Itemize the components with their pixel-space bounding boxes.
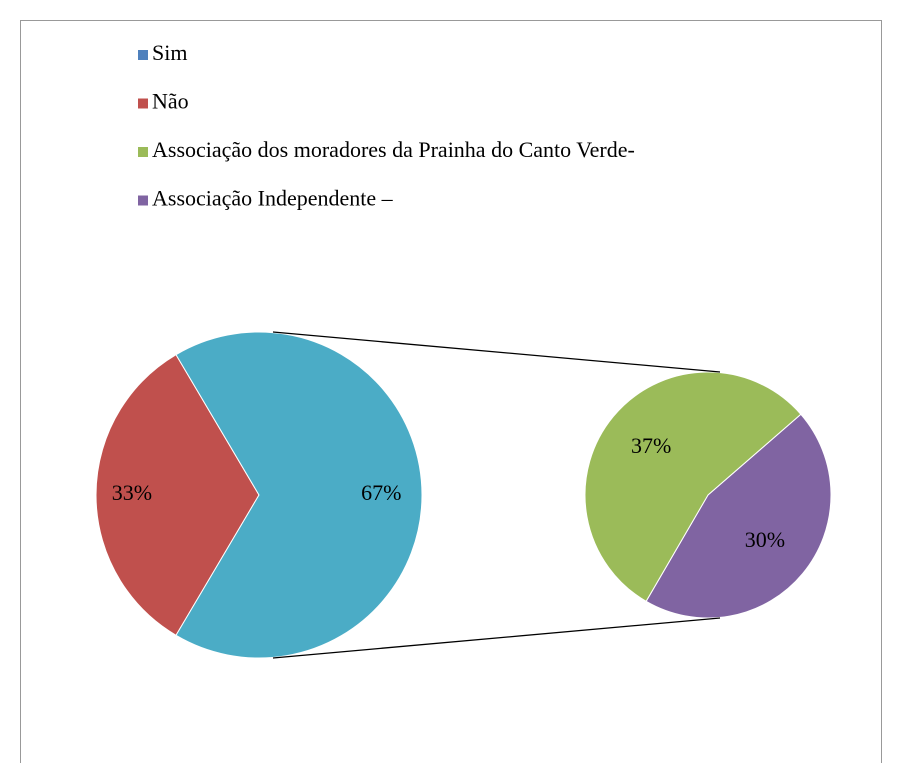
pie-slice xyxy=(95,354,260,636)
legend-label: Sim xyxy=(152,40,187,65)
legend-label: Associação Independente – xyxy=(152,186,394,211)
legend-swatch xyxy=(138,195,148,206)
legend-swatch xyxy=(138,98,148,109)
pie-slice xyxy=(584,371,802,602)
legend-label: Associação dos moradores da Prainha do C… xyxy=(152,137,635,162)
pie-slice xyxy=(645,413,832,619)
legend-label: Não xyxy=(152,89,189,114)
data-label: 37% xyxy=(631,433,671,458)
pie-slice xyxy=(175,331,423,659)
data-label: 30% xyxy=(745,527,785,552)
data-label: 67% xyxy=(361,480,401,505)
legend-swatch xyxy=(138,147,148,157)
connector-line xyxy=(272,331,721,373)
legend-swatch xyxy=(138,50,148,60)
connector-line xyxy=(272,617,721,659)
data-label: 33% xyxy=(112,480,152,505)
